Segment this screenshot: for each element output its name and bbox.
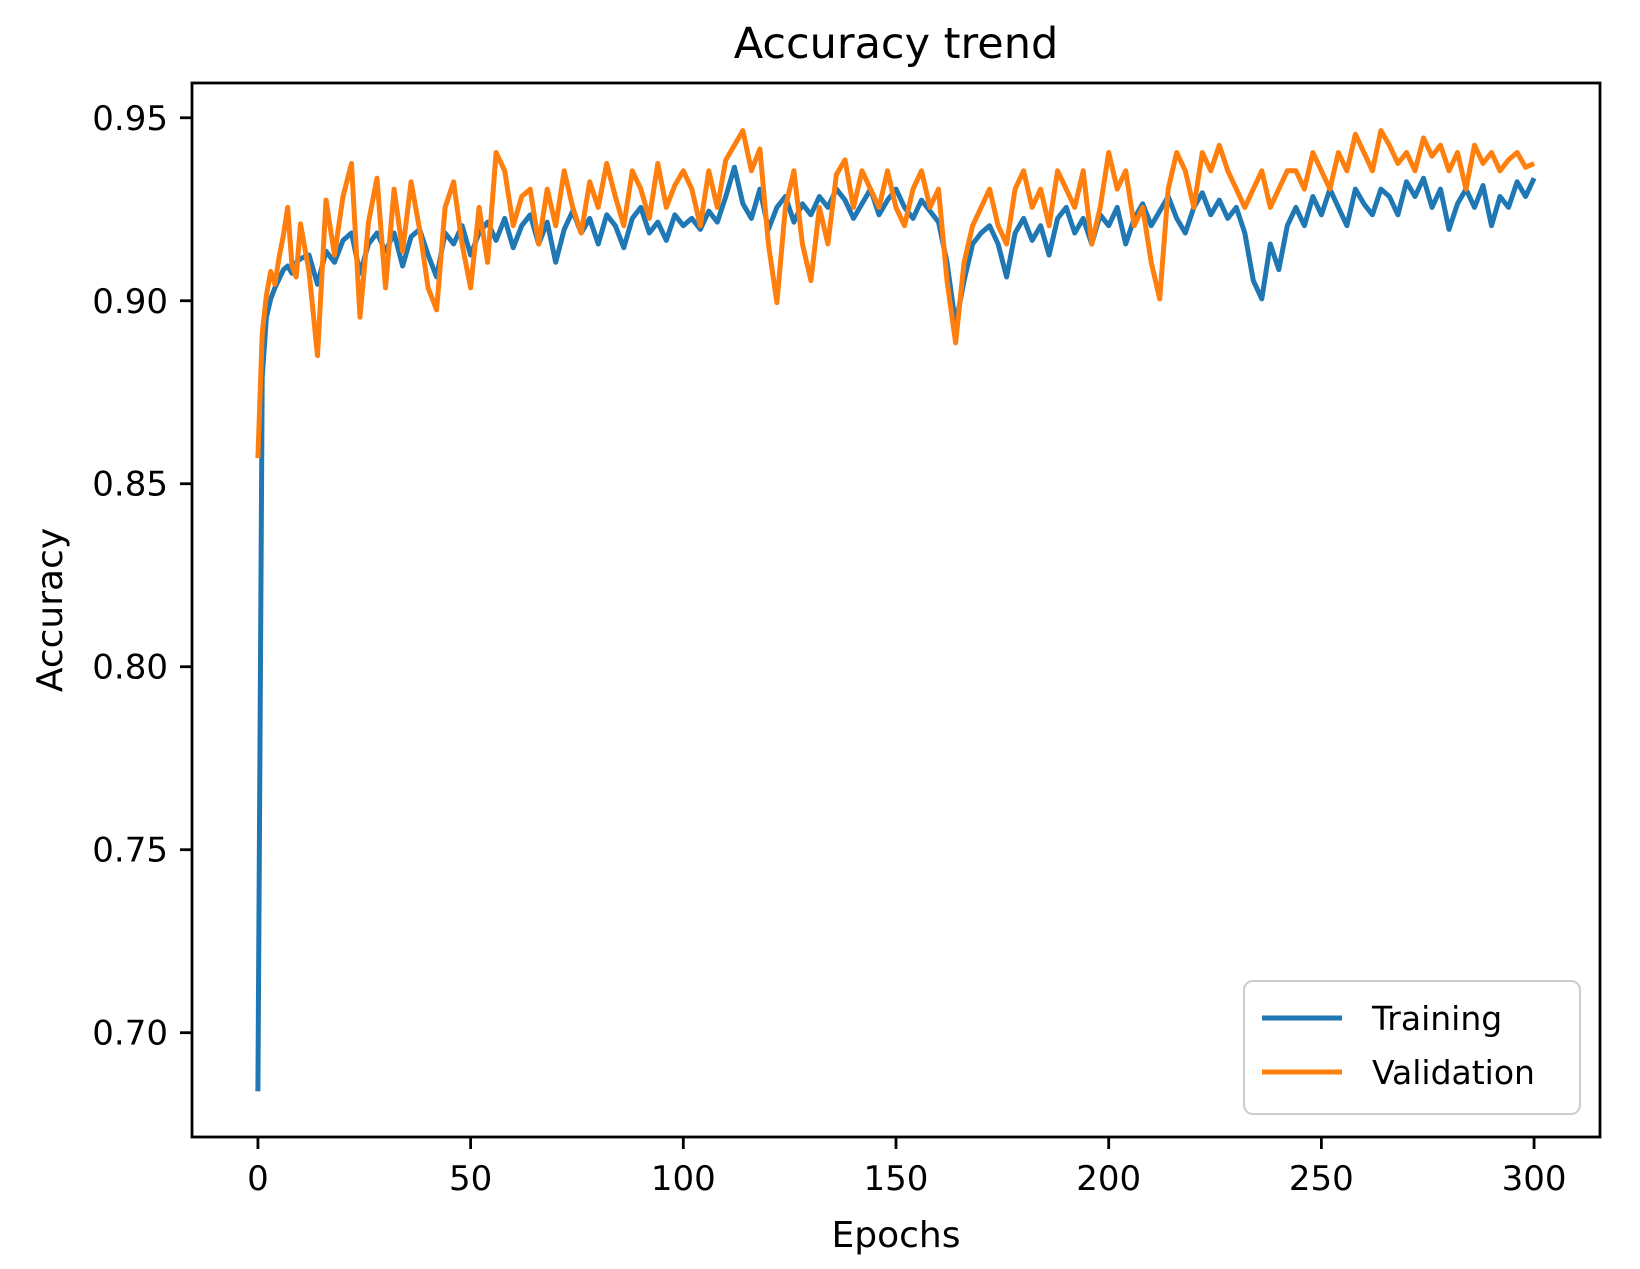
y-tick-label: 0.80 [92, 648, 168, 688]
legend-label-training: Training [1371, 999, 1502, 1038]
x-tick-label: 150 [864, 1159, 929, 1199]
y-tick-label: 0.75 [92, 831, 168, 871]
y-tick-label: 0.90 [92, 282, 168, 322]
y-tick-label: 0.70 [92, 1014, 168, 1054]
x-tick-label: 300 [1502, 1159, 1567, 1199]
x-tick-label: 0 [247, 1159, 269, 1199]
x-tick-label: 200 [1076, 1159, 1141, 1199]
series-line-validation [255, 128, 1536, 459]
x-tick-label: 250 [1289, 1159, 1354, 1199]
y-tick-label: 0.95 [92, 99, 168, 139]
y-tick-label: 0.85 [92, 465, 168, 505]
x-tick-label: 100 [651, 1159, 716, 1199]
legend-label-validation: Validation [1372, 1053, 1535, 1092]
series-line-training [255, 164, 1537, 1092]
legend: Training Validation [1243, 980, 1581, 1115]
plot-area: 0 50 100 150 200 250 300 0.70 0.75 0.80 0.85 0.90 0.… [92, 81, 1602, 1199]
y-axis-label: Accuracy [30, 528, 71, 692]
x-axis-label: Epochs [832, 1215, 961, 1256]
legend-box [1243, 980, 1581, 1115]
x-tick-label: 50 [449, 1159, 492, 1199]
chart-title: Accuracy trend [734, 19, 1059, 69]
plot-border [190, 81, 1602, 1139]
